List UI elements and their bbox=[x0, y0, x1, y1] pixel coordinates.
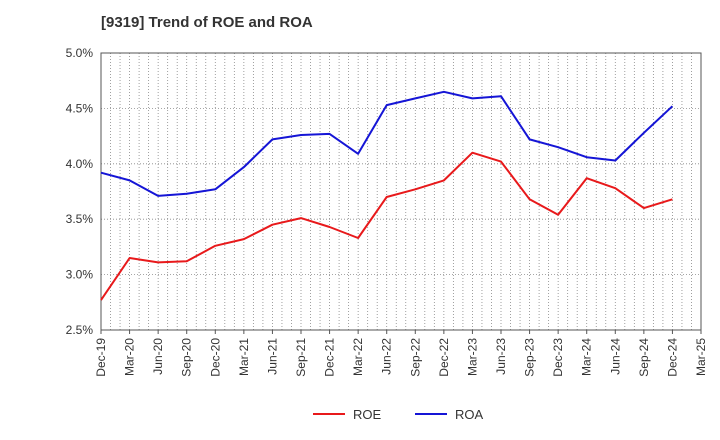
x-tick-label: Dec-20 bbox=[208, 338, 222, 377]
x-tick-label: Jun-24 bbox=[608, 338, 622, 375]
x-tick-label: Mar-23 bbox=[465, 338, 479, 376]
chart-title: [9319] Trend of ROE and ROA bbox=[101, 14, 313, 31]
x-tick-label: Dec-23 bbox=[551, 338, 565, 377]
x-tick-label: Sep-22 bbox=[408, 338, 422, 377]
x-tick-label: Mar-25 bbox=[694, 338, 708, 376]
x-tick-label: Jun-21 bbox=[265, 338, 279, 375]
x-tick-label: Dec-19 bbox=[94, 338, 108, 377]
y-tick-label: 3.0% bbox=[66, 268, 94, 282]
y-tick-label: 4.0% bbox=[66, 157, 94, 171]
x-tick-label: Dec-21 bbox=[323, 338, 337, 377]
plot-area bbox=[101, 53, 701, 330]
y-tick-label: 5.0% bbox=[66, 46, 94, 60]
x-tick-label: Dec-22 bbox=[437, 338, 451, 377]
legend-label-roa: ROA bbox=[455, 407, 484, 422]
series-line-roe bbox=[100, 151, 673, 301]
x-tick-label: Sep-20 bbox=[180, 338, 194, 377]
y-tick-label: 4.5% bbox=[66, 101, 94, 115]
x-tick-label: Sep-21 bbox=[294, 338, 308, 377]
x-tick-label: Dec-24 bbox=[665, 338, 679, 377]
x-tick-label: Mar-21 bbox=[237, 338, 251, 376]
plot-border bbox=[100, 52, 702, 331]
y-tick-label: 3.5% bbox=[66, 212, 94, 226]
y-tick-label: 2.5% bbox=[66, 323, 94, 337]
x-tick-label: Mar-24 bbox=[580, 338, 594, 376]
x-tick-label: Jun-20 bbox=[151, 338, 165, 375]
x-tick-label: Sep-23 bbox=[523, 338, 537, 377]
legend-label-roe: ROE bbox=[353, 407, 382, 422]
x-tick-label: Sep-24 bbox=[637, 338, 651, 377]
x-tick-label: Jun-23 bbox=[494, 338, 508, 375]
series-line-roa bbox=[100, 90, 674, 197]
x-tick-label: Mar-20 bbox=[123, 338, 137, 376]
x-tick-label: Jun-22 bbox=[380, 338, 394, 375]
x-tick-label: Mar-22 bbox=[351, 338, 365, 376]
